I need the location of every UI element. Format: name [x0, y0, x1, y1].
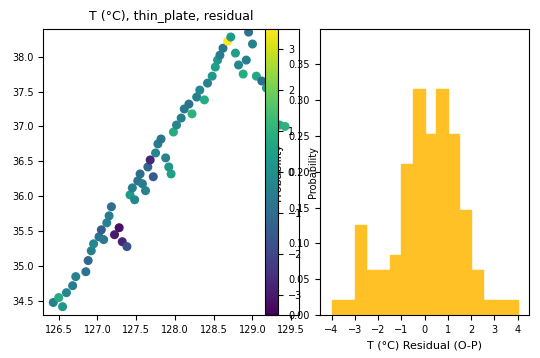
- Point: [157, 136, 165, 142]
- Point: [87, 248, 96, 253]
- Bar: [448, 134, 460, 315]
- Point: [49, 300, 58, 305]
- Point: [167, 171, 176, 177]
- Point: [71, 274, 80, 280]
- Point: [110, 232, 119, 238]
- Point: [192, 94, 201, 100]
- Point: [130, 197, 139, 203]
- Point: [200, 97, 209, 103]
- Point: [153, 141, 162, 147]
- Bar: [390, 255, 401, 315]
- Point: [213, 57, 222, 63]
- Bar: [343, 300, 355, 315]
- Point: [275, 122, 284, 128]
- Point: [141, 188, 150, 194]
- Point: [144, 164, 152, 170]
- Point: [128, 185, 137, 191]
- Bar: [332, 300, 343, 315]
- Bar: [436, 89, 448, 315]
- Point: [126, 192, 134, 198]
- Point: [146, 157, 154, 163]
- Point: [262, 85, 271, 91]
- Point: [226, 34, 235, 40]
- Point: [211, 64, 220, 70]
- Point: [244, 29, 253, 35]
- Point: [265, 94, 274, 100]
- Bar: [367, 270, 378, 315]
- Point: [82, 269, 90, 275]
- X-axis label: T (°C) Residual (O-P): T (°C) Residual (O-P): [367, 340, 482, 350]
- Bar: [401, 164, 413, 315]
- Point: [234, 62, 243, 68]
- Point: [84, 258, 92, 263]
- Point: [107, 204, 116, 210]
- Point: [103, 220, 111, 226]
- Bar: [506, 300, 517, 315]
- Bar: [355, 224, 367, 315]
- Point: [203, 80, 212, 86]
- Point: [252, 73, 261, 79]
- Bar: [494, 300, 506, 315]
- Point: [133, 178, 142, 184]
- Point: [231, 50, 240, 56]
- Point: [185, 101, 193, 107]
- Bar: [483, 300, 494, 315]
- Point: [97, 227, 106, 233]
- Point: [242, 57, 251, 63]
- Point: [281, 124, 289, 129]
- Bar: [378, 270, 390, 315]
- Point: [165, 164, 173, 170]
- Point: [208, 73, 217, 79]
- Point: [248, 41, 257, 47]
- Point: [118, 239, 126, 245]
- Bar: [460, 209, 471, 315]
- Point: [172, 122, 181, 128]
- Point: [188, 111, 197, 117]
- Point: [224, 38, 232, 44]
- Y-axis label: Probability: Probability: [308, 146, 318, 198]
- Bar: [424, 134, 436, 315]
- Point: [215, 52, 224, 58]
- Point: [169, 129, 178, 135]
- Point: [69, 283, 77, 289]
- Point: [89, 241, 98, 247]
- Point: [270, 120, 279, 126]
- Point: [55, 295, 63, 300]
- Point: [149, 174, 158, 180]
- Point: [219, 45, 227, 51]
- Point: [180, 106, 188, 112]
- Point: [177, 115, 186, 121]
- Point: [195, 87, 204, 93]
- Bar: [471, 270, 483, 315]
- Point: [62, 290, 71, 296]
- Point: [94, 234, 103, 240]
- Point: [138, 181, 147, 187]
- Point: [99, 237, 108, 242]
- Point: [151, 150, 160, 156]
- Point: [105, 213, 113, 219]
- Point: [239, 71, 247, 77]
- Bar: [413, 89, 424, 315]
- Title: T (°C), thin_plate, residual: T (°C), thin_plate, residual: [89, 10, 253, 23]
- Point: [161, 155, 170, 161]
- Point: [123, 244, 131, 250]
- Point: [258, 78, 266, 84]
- Point: [58, 304, 67, 310]
- Point: [136, 171, 144, 177]
- Y-axis label: Probability: Probability: [273, 142, 283, 201]
- Point: [115, 225, 124, 231]
